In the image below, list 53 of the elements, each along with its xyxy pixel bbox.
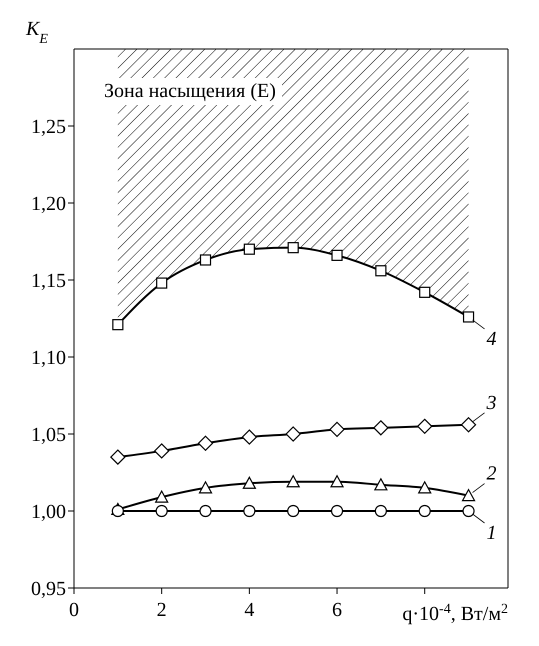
point [462,311,474,323]
point [286,475,300,488]
point [460,417,476,432]
point [198,481,212,494]
point [331,250,343,261]
point [288,242,299,254]
x-axis-title: q·10$^{-4}$, Вт/м$^{2}$ [402,602,508,625]
point [329,422,345,437]
point [417,418,432,434]
point [287,504,300,518]
point [373,420,388,436]
x-tick-label: 0 [69,599,79,622]
point [199,504,212,518]
point [419,286,430,298]
point [375,265,386,276]
point [110,450,126,465]
point [243,504,256,518]
point [242,476,256,489]
y-tick-label: 1,05 [31,424,66,446]
x-tick-label: 4 [244,599,254,622]
point [286,426,301,442]
point [462,489,476,502]
annotation: Зона насыщения (E) [98,78,282,105]
y-tick-label: 1,10 [31,347,66,370]
legend-label: 4 [486,328,497,350]
point [330,475,344,488]
point [374,504,387,518]
point [242,429,257,445]
point [418,481,432,494]
y-tick-label: 1,20 [31,193,66,216]
y-tick-label: 1,15 [31,270,66,292]
point [244,244,255,255]
point [156,277,168,289]
point [112,504,124,518]
x-tick-label: 6 [332,599,342,622]
series-label: 3 [486,392,497,414]
y-tick-label: 1,00 [31,501,66,524]
x-tick-label: 2 [156,599,167,622]
point [156,504,168,518]
y-tick-label: 1,25 [31,116,66,138]
point [155,490,168,503]
point [330,504,344,518]
point [200,254,212,266]
y-axis-title: K$_{E}$ [25,18,48,46]
point [462,504,475,518]
point [418,504,431,518]
point [198,436,214,451]
series-label: 2 [486,462,497,485]
point [112,319,124,330]
point [374,478,388,490]
point [154,443,170,459]
legend-label: 1 [486,522,497,544]
y-tick-label: 0,95 [31,578,66,600]
